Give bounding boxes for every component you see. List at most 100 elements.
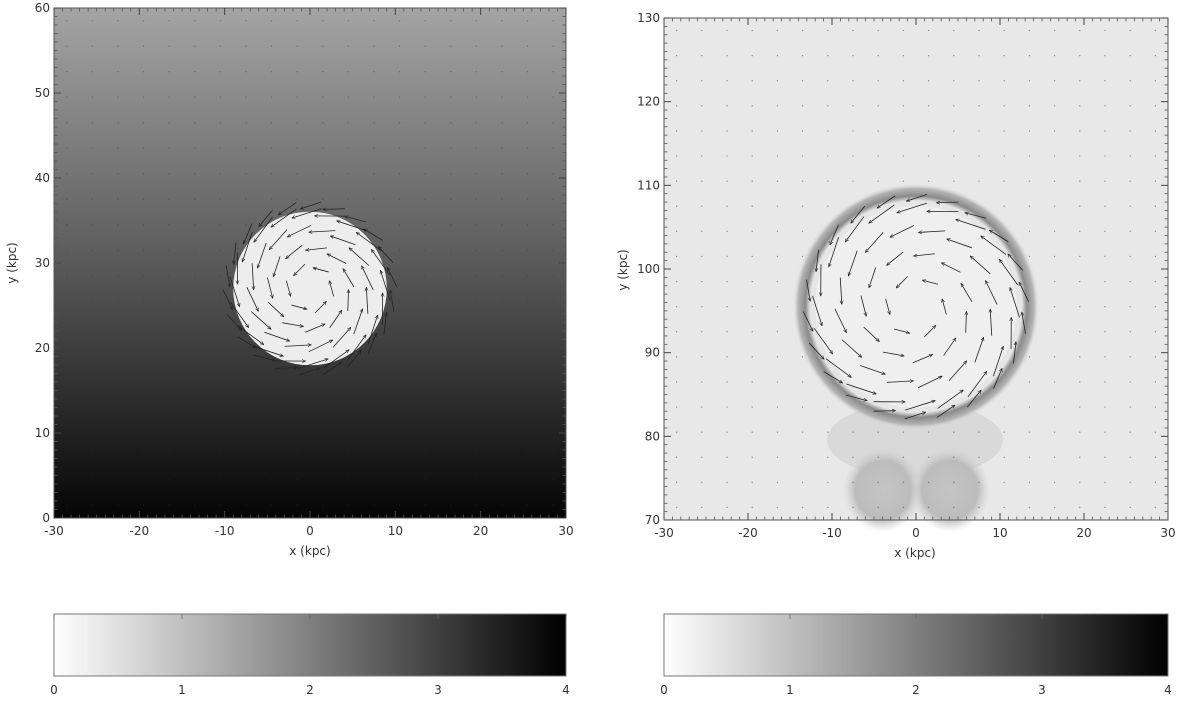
left-velocity-dot [398, 402, 401, 404]
right-velocity-dot [726, 180, 728, 182]
left-velocity-dot [270, 20, 273, 22]
right-velocity-dot [978, 431, 980, 433]
right-velocity-dot [1104, 205, 1106, 207]
left-velocity-dot [526, 96, 529, 98]
left-velocity-dot [270, 122, 273, 124]
left-velocity-dot [398, 479, 401, 481]
left-y-tick-label: 0 [42, 511, 50, 525]
left-velocity-dot [66, 351, 68, 353]
left-vortex-arrow [323, 362, 342, 375]
right-cb-tick-label: 4 [1164, 683, 1172, 697]
left-velocity-dot [66, 504, 68, 506]
left-velocity-dot [424, 249, 426, 251]
right-velocity-dot [801, 456, 804, 458]
left-velocity-dot [91, 504, 94, 506]
right-velocity-dot [877, 155, 879, 157]
right-velocity-dot [675, 331, 678, 333]
right-velocity-dot [953, 180, 955, 182]
right-vortex-arrow [1010, 287, 1020, 318]
right-velocity-dot [675, 230, 678, 233]
right-velocity-dot [1028, 205, 1031, 207]
right-velocity-dot [801, 431, 804, 433]
left-velocity-dot [501, 428, 503, 430]
left-velocity-dot [194, 428, 196, 430]
right-velocity-dot [978, 456, 980, 458]
left-velocity-dot [91, 479, 94, 481]
right-velocity-dot [726, 431, 728, 433]
right-velocity-dot [1154, 105, 1157, 107]
right-velocity-dot [776, 481, 779, 484]
right-velocity-dot [675, 406, 678, 408]
left-vortex-arrow [267, 277, 272, 299]
left-velocity-dot [526, 428, 529, 430]
left-velocity-dot [450, 428, 452, 430]
right-velocity-dot [776, 280, 779, 283]
left-velocity-dot [347, 402, 350, 404]
right-velocity-dot [1053, 305, 1056, 308]
left-velocity-dot [296, 96, 298, 98]
right-vortex-arrow [1022, 312, 1026, 334]
right-velocity-dot [776, 356, 779, 358]
left-velocity-dot [66, 20, 68, 22]
left-velocity-dot [117, 198, 119, 200]
left-velocity-dot [168, 173, 170, 175]
right-velocity-dot [675, 54, 678, 57]
right-velocity-dot [927, 180, 930, 182]
left-vortex-arrow [254, 216, 273, 242]
left-velocity-dot [296, 504, 298, 506]
right-velocity-dot [801, 180, 804, 182]
left-vortex-arrow [225, 265, 230, 287]
right-vortex-arrow [882, 351, 904, 356]
right-velocity-dot [726, 255, 728, 258]
right-velocity-dot [776, 331, 779, 333]
left-velocity-dot [526, 224, 529, 226]
right-velocity-dot [1129, 255, 1131, 258]
right-velocity-dot [1079, 29, 1081, 32]
left-velocity-dot [142, 453, 145, 455]
left-velocity-dot [552, 326, 554, 328]
left-x-tick-label: 10 [388, 524, 403, 538]
left-velocity-dot [66, 147, 68, 149]
left-x-tick-label: -10 [215, 524, 235, 538]
left-velocity-dot [168, 224, 170, 226]
left-vortex-arrow [237, 336, 257, 348]
left-velocity-dot [398, 300, 401, 302]
left-velocity-dot [450, 479, 452, 481]
right-velocity-dot [675, 205, 678, 207]
left-vortex-arrow [222, 289, 234, 310]
left-velocity-dot [552, 428, 554, 430]
right-colorbar-bar [663, 613, 1169, 677]
left-vortex-arrow [356, 232, 382, 252]
right-velocity-dot [927, 481, 930, 484]
left-velocity-dot [194, 453, 196, 455]
right-velocity-dot [927, 29, 930, 32]
left-vortex-arrow [329, 310, 342, 329]
left-velocity-dot [501, 71, 503, 73]
left-velocity-dot [347, 428, 350, 430]
right-velocity-dot [751, 456, 753, 458]
left-velocity-dot [424, 351, 426, 353]
left-velocity-dot [219, 20, 222, 22]
right-velocity-dot [751, 29, 753, 32]
right-vortex-arrow [966, 311, 967, 333]
left-velocity-dot [424, 147, 426, 149]
left-velocity-dot [270, 504, 273, 506]
left-velocity-dot [424, 326, 426, 328]
left-velocity-dot [450, 71, 452, 73]
left-vortex-arrow [367, 315, 378, 346]
right-velocity-dot [902, 29, 905, 32]
right-velocity-dot [1129, 180, 1131, 182]
right-velocity-dot [1104, 155, 1106, 157]
right-velocity-dot [1028, 406, 1031, 408]
left-vortex-arrow [366, 287, 368, 314]
left-velocity-dot [194, 275, 196, 277]
right-velocity-dot [675, 506, 678, 509]
right-velocity-dot [1003, 406, 1005, 408]
left-velocity-dot [424, 71, 426, 73]
right-velocity-dot [1104, 29, 1106, 32]
left-vortex-arrow [323, 209, 345, 210]
left-velocity-dot [475, 428, 478, 430]
right-velocity-dot [1154, 406, 1157, 408]
left-velocity-dot [91, 198, 94, 200]
left-velocity-dot [142, 377, 145, 379]
